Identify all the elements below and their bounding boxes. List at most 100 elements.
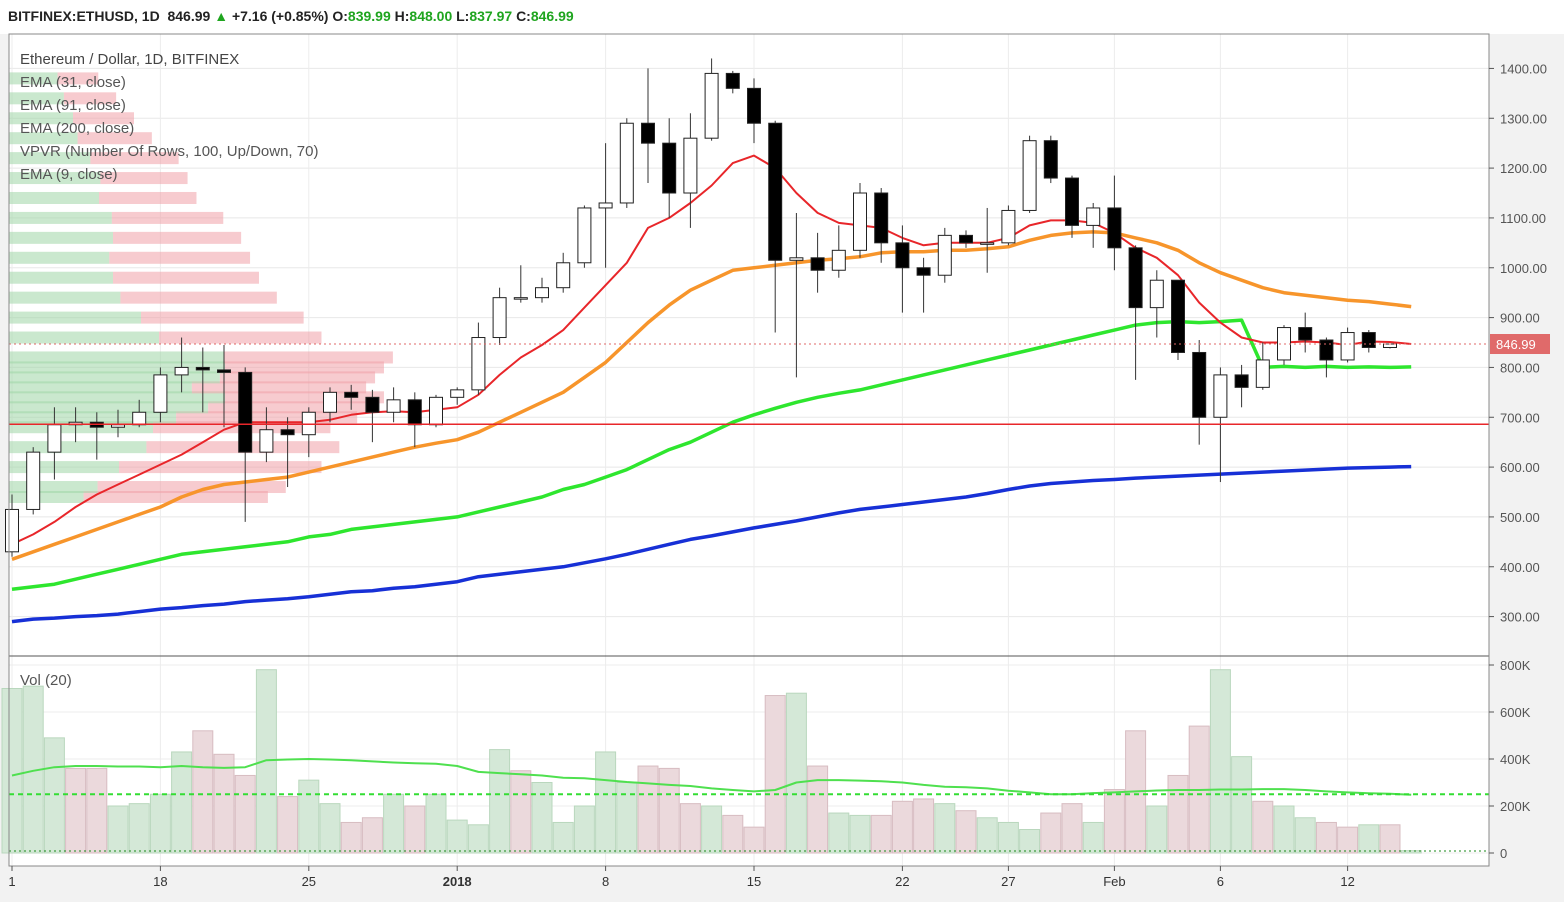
candle-body[interactable] — [789, 257, 804, 261]
candle-body[interactable] — [980, 242, 995, 245]
volume-bar — [1400, 850, 1422, 854]
volume-bar — [1103, 789, 1125, 854]
volume-bar — [1209, 669, 1231, 854]
legend-ema200[interactable]: EMA (200, close) — [20, 120, 134, 137]
candle-body[interactable] — [1213, 374, 1228, 418]
candle-body[interactable] — [810, 257, 825, 271]
candle-body[interactable] — [641, 122, 655, 144]
candle-body[interactable] — [556, 262, 571, 289]
candle-body[interactable] — [217, 369, 231, 373]
candle-body[interactable] — [195, 366, 210, 371]
candle-body[interactable] — [513, 297, 528, 300]
price-axis[interactable]: 1400.00 1300.00 1200.00 1100.00 1000.00 900.0… — [1489, 61, 1547, 625]
candle-body[interactable] — [153, 374, 168, 413]
candlesticks[interactable] — [5, 58, 1397, 557]
candle-body[interactable] — [1128, 247, 1143, 309]
candle-body[interactable] — [5, 508, 19, 553]
vpvr-up-row — [9, 132, 78, 145]
candle-body[interactable] — [344, 391, 359, 398]
candle-body[interactable] — [47, 424, 62, 453]
candle-body[interactable] — [1149, 279, 1164, 309]
candle-body[interactable] — [577, 207, 592, 264]
volume-bar — [277, 796, 299, 854]
candle-body[interactable] — [365, 396, 380, 413]
candle-body[interactable] — [1001, 209, 1016, 244]
price-tick-label: 800.00 — [1500, 360, 1540, 375]
candle-body[interactable] — [1255, 359, 1270, 388]
candle-body[interactable] — [831, 249, 846, 271]
time-axis[interactable]: 1 18 25 2018 8 15 22 27 Feb 6 12 — [8, 866, 1355, 889]
candle-body[interactable] — [937, 234, 952, 276]
candle-body[interactable] — [1192, 351, 1207, 418]
candle-body[interactable] — [768, 122, 783, 261]
candle-body[interactable] — [725, 72, 740, 89]
volume-bar — [701, 805, 723, 854]
candle-body[interactable] — [111, 424, 125, 428]
candle-body[interactable] — [1086, 207, 1101, 226]
legend-ema9[interactable]: EMA (9, close) — [20, 166, 118, 183]
candle-body[interactable] — [895, 242, 910, 269]
candle-body[interactable] — [1043, 140, 1058, 179]
candle-body[interactable] — [386, 399, 401, 413]
candle-body[interactable] — [259, 429, 274, 453]
candle-body[interactable] — [619, 122, 634, 204]
symbol-header: BITFINEX:ETHUSD, 1D 846.99 ▲ +7.16 (+0.8… — [0, 0, 1564, 34]
volume-bar — [467, 824, 489, 854]
candle-body[interactable] — [598, 202, 613, 209]
candle-body[interactable] — [662, 142, 677, 194]
candle-body[interactable] — [1361, 332, 1376, 348]
candle-body[interactable] — [874, 192, 889, 244]
volume-bar — [107, 805, 129, 854]
candle-body[interactable] — [704, 72, 719, 139]
vpvr-up-row — [9, 271, 113, 284]
legend-ema31[interactable]: EMA (31, close) — [20, 74, 126, 91]
legend-vpvr[interactable]: VPVR (Number Of Rows, 100, Up/Down, 70) — [20, 143, 318, 160]
candle-body[interactable] — [1171, 279, 1185, 353]
candle-body[interactable] — [407, 399, 422, 426]
candle-body[interactable] — [280, 429, 295, 436]
candle-body[interactable] — [1383, 343, 1397, 348]
candle-body[interactable] — [683, 137, 698, 194]
vpvr-up-row — [9, 112, 73, 125]
vpvr-down-row — [98, 191, 197, 204]
candle-body[interactable] — [450, 389, 465, 398]
volume-bar — [1061, 803, 1083, 854]
candle-body[interactable] — [429, 396, 443, 426]
candle-body[interactable] — [853, 192, 867, 251]
vpvr-down-row — [223, 351, 393, 364]
candle-body[interactable] — [1107, 207, 1122, 249]
price-tick-label: 600.00 — [1500, 460, 1540, 475]
volume-axis[interactable]: 800K 600K 400K 200K 0 — [1489, 658, 1531, 861]
candle-body[interactable] — [1298, 327, 1313, 341]
vpvr-down-row — [77, 132, 152, 145]
candle-body[interactable] — [26, 451, 41, 510]
vpvr-up-row — [9, 361, 225, 374]
candle-body[interactable] — [1065, 177, 1079, 226]
candle-body[interactable] — [238, 371, 253, 453]
legend-volume[interactable]: Vol (20) — [20, 672, 72, 689]
candle-body[interactable] — [1234, 374, 1249, 388]
vpvr-up-row — [9, 92, 64, 105]
candle-body[interactable] — [323, 391, 337, 413]
candle-body[interactable] — [492, 297, 507, 339]
volume-bar — [86, 767, 108, 854]
candle-body[interactable] — [916, 267, 931, 276]
candle-body[interactable] — [1319, 339, 1334, 361]
candle-body[interactable] — [959, 234, 973, 244]
vpvr-down-row — [109, 251, 251, 264]
time-tick-label: 12 — [1340, 874, 1354, 889]
symbol-label[interactable]: BITFINEX:ETHUSD, 1D — [8, 8, 160, 24]
volume-bar — [616, 782, 638, 854]
volume-bar — [1273, 805, 1295, 854]
candle-body[interactable] — [535, 287, 549, 299]
candle-body[interactable] — [1022, 140, 1037, 211]
candle-body[interactable] — [132, 411, 147, 426]
time-tick-label: 22 — [895, 874, 909, 889]
legend-ema91[interactable]: EMA (91, close) — [20, 97, 126, 114]
candle-body[interactable] — [174, 366, 189, 376]
candle-body[interactable] — [471, 337, 486, 391]
time-tick-label: 1 — [8, 874, 15, 889]
candle-body[interactable] — [747, 87, 761, 124]
candle-body[interactable] — [1340, 332, 1355, 361]
